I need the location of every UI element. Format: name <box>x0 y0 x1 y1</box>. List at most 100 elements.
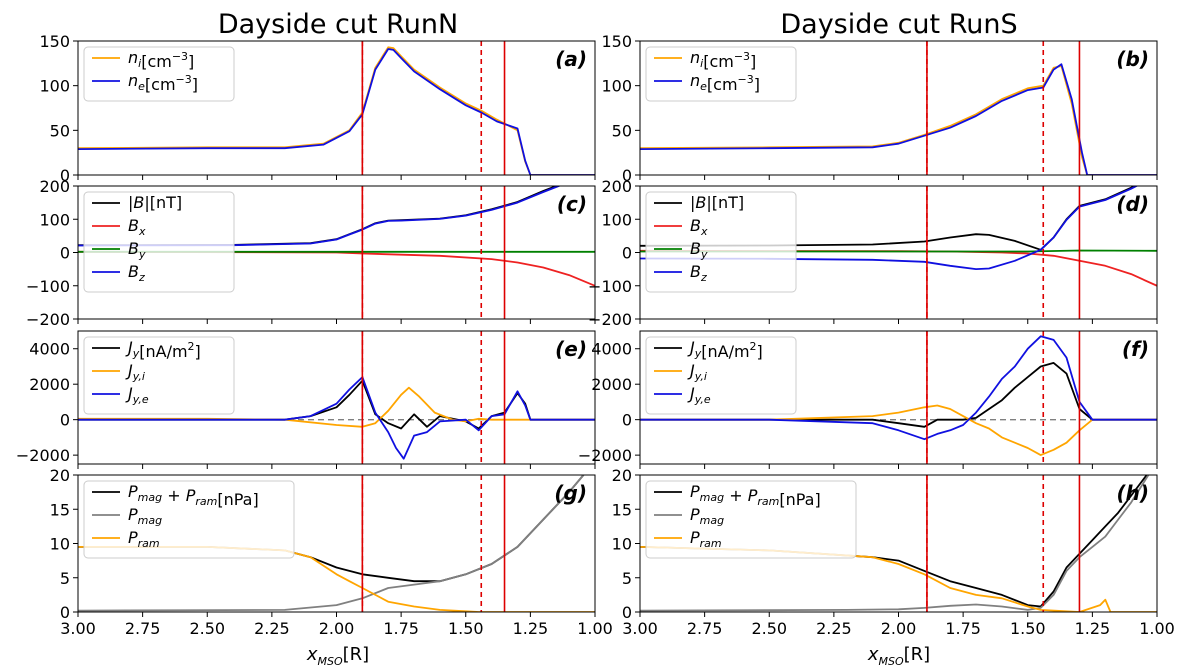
y-tick-label: 4000 <box>591 340 632 359</box>
y-tick-label: 2000 <box>591 375 632 394</box>
axes-frame <box>77 474 596 613</box>
series-line <box>78 250 595 287</box>
xlabel-right-sub: MSO <box>878 655 903 668</box>
panel-h: 0 5 10 15 20 3.00 2.75 2.50 2.25 2.00 1.75 1.50 1.25… <box>612 466 1175 638</box>
axes-frame <box>77 330 596 465</box>
xlabel-left-main: x <box>306 644 318 665</box>
legend-label: Pmag + Pram[nPa] <box>690 482 821 509</box>
legend-label: |B|[nT] <box>128 193 182 212</box>
y-tick-label: 5 <box>60 569 70 588</box>
legend-label: Bx <box>690 216 708 238</box>
legend-label: ne[cm−3] <box>690 71 760 94</box>
y-tick-label: 4000 <box>29 340 70 359</box>
legend-label: ne[cm−3] <box>128 71 198 94</box>
legend-label: ni[cm−3] <box>128 48 194 71</box>
x-tick-label: 2.25 <box>254 619 290 638</box>
series-line <box>78 475 585 612</box>
y-tick-label: −200 <box>26 310 70 329</box>
panel-label: (d) <box>1116 192 1149 216</box>
y-tick-label: 5 <box>622 569 632 588</box>
series-line <box>78 48 595 175</box>
series-line <box>640 186 1139 270</box>
y-tick-label: 10 <box>612 535 632 554</box>
panel-g: 0 5 10 15 20 3.00 2.75 2.50 2.25 2.00 1.75 1.50 1.25… <box>50 466 613 638</box>
legend-box <box>645 480 857 559</box>
legend: ni[cm−3]ne[cm−3] <box>645 46 797 102</box>
legend-label: ni[cm−3] <box>690 48 756 71</box>
panel-label: (e) <box>555 337 587 361</box>
legend: Jy[nA/m2]Jy,iJy,e <box>645 336 797 415</box>
x-tick-label: 1.50 <box>1010 619 1046 638</box>
legend-label: Pmag <box>128 505 162 527</box>
legend-label: Pram <box>690 528 722 550</box>
legend-label: By <box>690 239 708 261</box>
x-tick-label: 1.50 <box>448 619 484 638</box>
legend-label: |B|[nT] <box>690 193 744 212</box>
y-tick-label: 50 <box>612 121 632 140</box>
x-tick-label: 3.00 <box>622 619 658 638</box>
y-tick-label: 100 <box>39 210 70 229</box>
series-line <box>78 386 595 428</box>
y-tick-label: 0 <box>60 603 70 622</box>
x-tick-label: 2.25 <box>816 619 852 638</box>
legend-label: Pmag + Pram[nPa] <box>128 482 259 509</box>
y-tick-label: 0 <box>60 166 70 185</box>
panel-label: (a) <box>555 47 587 71</box>
panel-b: 0 50 100 150 ni[cm−3]ne[cm−3] (b) <box>601 32 1158 185</box>
xlabel-left-sub: MSO <box>317 655 342 668</box>
legend-label: Bz <box>690 262 707 284</box>
legend-label: Jy,e <box>687 384 711 406</box>
plot-area <box>640 41 1157 175</box>
axes-frame <box>639 40 1158 176</box>
y-tick-label: −2000 <box>578 446 632 465</box>
x-tick-label: 2.75 <box>125 619 161 638</box>
panels: 050100150ni[cm−3]ne[cm−3](a)050100150ni[… <box>16 32 1175 638</box>
plot-area <box>78 41 595 175</box>
y-tick-label: 100 <box>39 77 70 96</box>
y-tick-label: 0 <box>622 411 632 430</box>
y-tick-label: −100 <box>26 277 70 296</box>
y-tick-label: 100 <box>601 77 632 96</box>
panel-label: (h) <box>1116 481 1149 505</box>
y-tick-label: 20 <box>50 466 70 485</box>
y-tick-label: 200 <box>601 177 632 196</box>
series-line <box>78 186 562 247</box>
panel-label: (c) <box>557 192 587 216</box>
x-tick-label: 1.25 <box>1075 619 1111 638</box>
legend-box <box>645 336 797 415</box>
legend: ni[cm−3]ne[cm−3] <box>83 46 235 102</box>
panel-label: (f) <box>1122 337 1149 361</box>
legend-label: Jy[nA/m2] <box>687 338 763 361</box>
axes-frame <box>639 330 1158 465</box>
legend-label: Pmag <box>690 505 724 527</box>
series-line <box>640 475 1150 612</box>
x-tick-label: 1.75 <box>945 619 981 638</box>
plot-area <box>640 186 1157 319</box>
y-tick-label: 15 <box>612 500 632 519</box>
y-tick-label: 20 <box>612 466 632 485</box>
xlabel-left-unit: [R] <box>343 644 370 665</box>
y-tick-label: 0 <box>622 166 632 185</box>
y-tick-label: −100 <box>588 277 632 296</box>
panel-a: 0 50 100 150 ni[cm−3]ne[cm−3] (a) <box>39 32 596 185</box>
title-left: Dayside cut RunN <box>218 9 458 40</box>
axes-frame <box>639 474 1158 613</box>
x-tick-label: 3.00 <box>60 619 96 638</box>
legend-label: Bx <box>128 216 146 238</box>
xlabel-right: xMSO[R] <box>867 644 930 668</box>
legend-label: Jy,i <box>125 361 145 383</box>
y-tick-label: 0 <box>622 603 632 622</box>
panel-label: (b) <box>1116 47 1149 71</box>
x-tick-label: 1.25 <box>513 619 549 638</box>
y-tick-label: 100 <box>601 210 632 229</box>
legend-label: Bz <box>128 262 145 284</box>
series-line <box>640 546 1157 612</box>
legend-label: Jy[nA/m2] <box>125 338 201 361</box>
y-tick-label: 0 <box>60 411 70 430</box>
plot-area <box>640 331 1157 464</box>
